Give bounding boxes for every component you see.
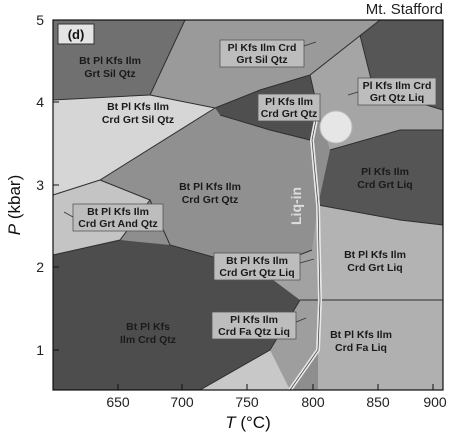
y-tick-label: 3	[36, 177, 44, 193]
svg-text:Bt Pl Kfs Ilm: Bt Pl Kfs Ilm	[107, 101, 169, 113]
field-bt-pl-kfs-ilm-crd-grt-qtz: Bt Pl Kfs Ilm Crd Grt Qtz	[179, 181, 241, 206]
svg-text:Bt Pl Kfs Ilm: Bt Pl Kfs Ilm	[226, 255, 288, 267]
field-pl-kfs-ilm-crd-fa-qtz-liq: Pl Kfs Ilm Crd Fa Qtz Liq	[211, 311, 297, 340]
svg-text:Crd Grt Qtz: Crd Grt Qtz	[261, 108, 318, 120]
svg-text:Bt Pl Kfs: Bt Pl Kfs	[126, 321, 170, 333]
liq-in-label: Liq-in	[288, 187, 304, 225]
field-bt-pl-kfs-ilm-crd-grt-qtz-liq: Bt Pl Kfs Ilm Crd Grt Qtz Liq	[213, 252, 301, 281]
field-bt-pl-kfs-ilm-crd-qtz: Bt Pl Kfs Ilm Crd Qtz	[120, 321, 176, 346]
field-bt-pl-kfs-ilm-crd-grt-and-qtz: Bt Pl Kfs Ilm Crd Grt And Qtz	[72, 203, 164, 232]
svg-text:Crd Grt Liq: Crd Grt Liq	[347, 262, 402, 274]
svg-text:Crd Fa Liq: Crd Fa Liq	[335, 342, 387, 354]
marker-circle	[319, 110, 353, 144]
svg-text:Pl Kfs Ilm Crd: Pl Kfs Ilm Crd	[228, 42, 297, 54]
svg-text:Crd Grt And Qtz: Crd Grt And Qtz	[78, 218, 158, 230]
x-tick-label: 800	[301, 394, 325, 410]
svg-text:Bt Pl Kfs Ilm: Bt Pl Kfs Ilm	[179, 181, 241, 193]
svg-text:Crd Fa Qtz Liq: Crd Fa Qtz Liq	[218, 326, 290, 338]
svg-text:Pl Kfs Ilm: Pl Kfs Ilm	[265, 96, 313, 108]
y-ticks	[53, 19, 59, 351]
field-bt-pl-kfs-ilm-crd-fa-liq: Bt Pl Kfs Ilm Crd Fa Liq	[330, 329, 392, 354]
field-bt-pl-kfs-ilm-crd-grt-sil-qtz: Bt Pl Kfs Ilm Crd Grt Sil Qtz	[102, 101, 174, 126]
svg-text:Pl Kfs Ilm: Pl Kfs Ilm	[361, 166, 409, 178]
svg-text:Bt Pl Kfs Ilm: Bt Pl Kfs Ilm	[344, 249, 406, 261]
field-bt-pl-kfs-ilm-grt-sil-qtz: Bt Pl Kfs Ilm Grt Sil Qtz	[79, 55, 141, 80]
region-grt-liq-right	[318, 130, 443, 225]
region-crd-grt-qtz	[100, 108, 318, 270]
field-pl-kfs-ilm-crd-grt-sil-qtz: Pl Kfs Ilm Crd Grt Sil Qtz	[219, 39, 305, 68]
region-fa-qtz-liq	[270, 300, 320, 390]
svg-text:Crd Grt Qtz: Crd Grt Qtz	[182, 194, 239, 206]
svg-text:Grt Sil Qtz: Grt Sil Qtz	[236, 54, 287, 66]
field-labels: Bt Pl Kfs Ilm Grt Sil Qtz Pl Kfs Ilm Crd…	[72, 39, 437, 354]
x-tick-label: 700	[170, 394, 194, 410]
svg-text:Bt Pl Kfs Ilm: Bt Pl Kfs Ilm	[79, 55, 141, 67]
x-tick-label: 900	[423, 394, 447, 410]
y-tick-label: 1	[36, 342, 44, 358]
region-crd-grt-liq	[318, 205, 443, 300]
x-tick-label: 850	[366, 394, 390, 410]
field-bt-pl-kfs-ilm-crd-grt-liq: Bt Pl Kfs Ilm Crd Grt Liq	[344, 249, 406, 274]
liq-in-boundary-edge	[289, 109, 321, 391]
x-tick-label: 750	[235, 394, 259, 410]
field-pl-kfs-ilm-crd-grt-qtz-liq: Pl Kfs Ilm Crd Grt Qtz Liq	[357, 77, 437, 106]
leader-lines	[63, 41, 359, 323]
svg-text:Bt Pl Kfs Ilm: Bt Pl Kfs Ilm	[330, 329, 392, 341]
svg-text:Crd Grt Liq: Crd Grt Liq	[357, 179, 412, 191]
y-tick-label: 4	[36, 94, 44, 110]
region-crd-fa-liq	[318, 300, 443, 390]
region-light-band	[53, 95, 215, 195]
y-tick-label: 5	[36, 12, 44, 28]
diagram-title: Mt. Stafford	[366, 1, 443, 18]
region-bottom-stripe	[200, 350, 290, 390]
svg-text:Crd Grt Qtz Liq: Crd Grt Qtz Liq	[219, 267, 294, 279]
x-axis-title: T (°C)	[225, 413, 271, 432]
field-pl-kfs-ilm-crd-grt-liq: Pl Kfs Ilm Crd Grt Liq	[357, 166, 412, 191]
svg-text:(d): (d)	[68, 27, 85, 42]
svg-text:Bt Pl Kfs Ilm: Bt Pl Kfs Ilm	[87, 206, 149, 218]
field-pl-kfs-ilm-crd-grt-qtz: Pl Kfs Ilm Crd Grt Qtz	[257, 93, 321, 122]
plot-frame	[52, 19, 444, 391]
svg-text:Crd Grt Sil Qtz: Crd Grt Sil Qtz	[102, 114, 174, 126]
y-axis-title: P (kbar)	[5, 175, 24, 235]
svg-text:Ilm Crd Qtz: Ilm Crd Qtz	[120, 334, 176, 346]
x-tick-label: 650	[106, 394, 130, 410]
svg-text:Pl Kfs Ilm: Pl Kfs Ilm	[230, 314, 278, 326]
svg-text:Grt Qtz Liq: Grt Qtz Liq	[370, 92, 424, 104]
x-ticks	[117, 384, 434, 390]
svg-text:Grt Sil Qtz: Grt Sil Qtz	[84, 68, 135, 80]
y-tick-label: 2	[36, 259, 44, 275]
panel-label: (d)	[57, 23, 95, 45]
svg-text:Pl Kfs Ilm Crd: Pl Kfs Ilm Crd	[363, 80, 432, 92]
